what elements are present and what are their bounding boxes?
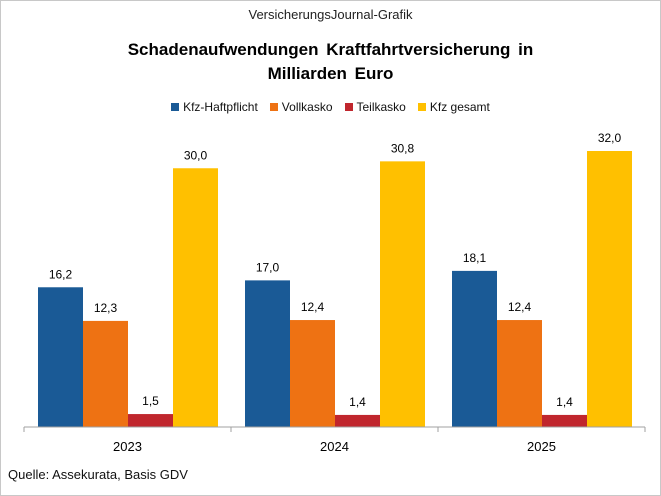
data-label: 1,5 [142,394,159,408]
chart-legend: Kfz-Haftpflicht Vollkasko Teilkasko Kfz ges… [0,100,661,114]
bar [245,280,290,427]
chart-title-line-1: Schadenaufwendungen Kraftfahrtversicheru… [127,40,534,59]
bar [497,320,542,427]
legend-item: Kfz gesamt [417,100,490,114]
data-label: 17,0 [256,260,280,274]
bar [173,168,218,427]
bar [83,320,128,427]
legend-label: Kfz-Haftpflicht [183,100,258,114]
x-tick-label: 2025 [527,439,556,454]
data-label: 30,0 [184,148,208,162]
source-note: Quelle: Assekurata, Basis GDV [8,467,188,482]
legend-label: Teilkasko [356,100,406,114]
data-label: 12,3 [94,301,118,315]
legend-item: Vollkasko [269,100,333,114]
data-label: 1,4 [556,395,573,409]
data-label: 1,4 [349,395,366,409]
chart-title: Schadenaufwendungen Kraftfahrtversicheru… [60,38,601,86]
bar [452,270,497,427]
bar [128,414,173,427]
bar [587,151,632,427]
data-label: 12,4 [508,300,532,314]
legend-label: Vollkasko [281,100,333,114]
data-label: 32,0 [598,131,622,145]
bar [290,320,335,427]
bar [335,414,380,427]
chart-caption: VersicherungsJournal-Grafik [248,7,413,22]
x-tick-label: 2023 [113,439,142,454]
data-label: 12,4 [301,300,325,314]
x-tick-label: 2024 [320,439,349,454]
data-label: 30,8 [391,141,415,155]
bar [542,414,587,427]
chart-title-line-2: Milliarden Euro [267,64,394,83]
data-label: 18,1 [463,251,487,265]
legend-item: Teilkasko [344,100,406,114]
bar [380,161,425,427]
legend-item: Kfz-Haftpflicht [171,100,258,114]
legend-swatch [171,103,180,111]
legend-swatch [344,103,353,111]
bar [38,287,83,427]
data-label: 16,2 [49,267,73,281]
legend-swatch [269,103,278,111]
legend-label: Kfz gesamt [429,100,490,114]
legend-swatch [417,103,426,111]
